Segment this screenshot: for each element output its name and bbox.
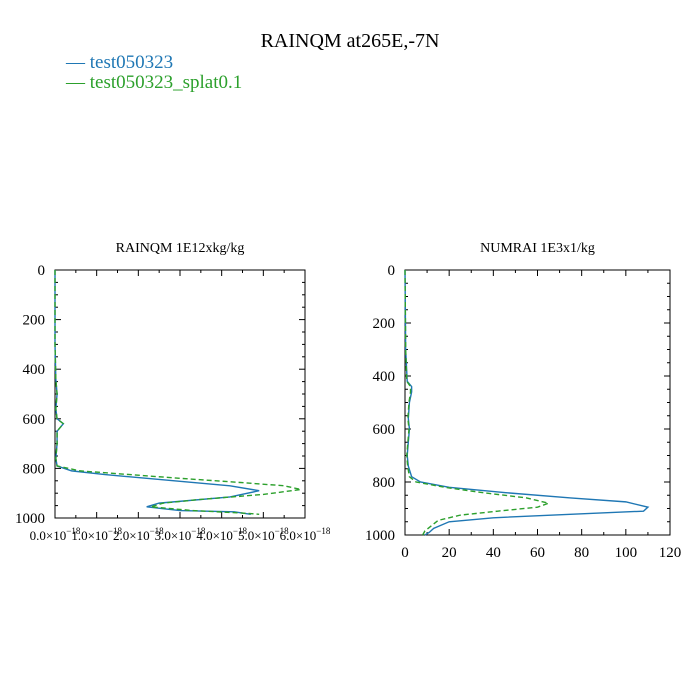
y-tick-label: 0 [38,263,46,279]
series-line-2 [404,269,551,536]
legend-entry-series-1: — test050323 [66,53,173,73]
x-tick-label: 4.0×10−18 [196,526,247,543]
series-line-1 [54,270,260,515]
x-tick-label: 6.0×10−18 [280,526,331,543]
x-tick-label: 0.0×10−18 [30,526,81,543]
x-tick-label-base: 0.0×10 [30,528,67,543]
x-tick-label: 100 [615,545,638,561]
series-line-1 [404,269,650,536]
y-tick-label: 200 [373,316,396,332]
x-tick-label-exponent: −18 [150,526,165,536]
x-tick-label-exponent: −18 [316,526,331,536]
y-tick-label: 200 [23,313,46,329]
x-tick-label: 1.0×10−18 [71,526,122,543]
y-tick-label: 600 [373,422,396,438]
main-title: RAINQM at265E,-7N [260,30,440,52]
legend-label-series-1: test050323 [89,52,174,73]
x-tick-label-base: 2.0×10 [113,528,150,543]
x-tick-label-base: 5.0×10 [238,528,275,543]
y-tick-label: 600 [23,412,46,428]
x-tick-label-exponent: −18 [66,526,81,536]
panel-title-2: NUMRAI 1E3x1/kg [480,241,595,256]
y-tick-label: 400 [23,362,46,378]
x-tick-label: 80 [574,545,589,561]
x-tick-label: 40 [486,545,501,561]
y-tick-label: 1000 [365,528,395,544]
x-tick-label: 20 [442,545,457,561]
y-tick-label: 800 [373,475,396,491]
y-tick-label: 1000 [15,511,45,527]
legend-entry-series-2: — test050323_splat0.1 [66,73,242,93]
x-tick-label-exponent: −18 [108,526,123,536]
y-tick-label: 0 [388,263,396,279]
y-tick-label: 800 [23,461,46,477]
legend-line-series-2: — [66,72,90,93]
x-tick-label-exponent: −18 [233,526,248,536]
series-line-2 [54,270,301,515]
x-tick-label: 5.0×10−18 [238,526,289,543]
legend-line-series-1: — [66,52,90,73]
x-tick-label-base: 1.0×10 [71,528,108,543]
x-tick-label: 3.0×10−18 [155,526,206,543]
x-tick-label: 2.0×10−18 [113,526,164,543]
legend-label-series-2: test050323_splat0.1 [89,72,243,93]
x-tick-label-base: 4.0×10 [196,528,233,543]
x-tick-label: 60 [530,545,545,561]
y-tick-label: 400 [373,369,396,385]
x-tick-label-exponent: −18 [275,526,290,536]
x-tick-label: 120 [659,545,682,561]
x-tick-label: 0 [401,545,409,561]
x-tick-label-base: 6.0×10 [280,528,317,543]
panel-1: RAINQM 1E12xkg/kg 0 200 400 600 800 10000.0×10… [15,241,331,543]
x-tick-label-exponent: −18 [191,526,206,536]
x-tick-label-base: 3.0×10 [155,528,192,543]
panel-2: NUMRAI 1E3x1/kg 0 200 400 600 800 1000 0 20 40 60 8… [365,241,681,561]
panel-title-1: RAINQM 1E12xkg/kg [116,241,245,256]
